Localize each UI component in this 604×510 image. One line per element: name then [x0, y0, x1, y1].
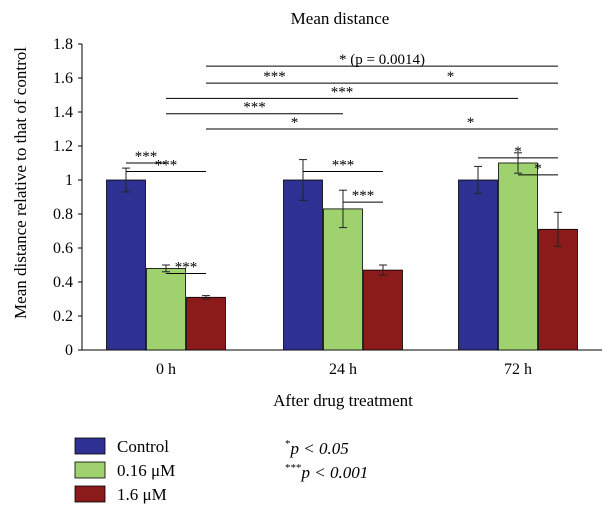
significance-threshold: p < 0.001: [301, 463, 369, 482]
y-tick-label: 0.6: [53, 240, 73, 257]
bar: [323, 208, 363, 351]
bar: [283, 179, 323, 351]
bar: [458, 179, 498, 351]
legend-label: 0.16 μM: [117, 461, 175, 480]
significance-label: *: [534, 161, 542, 177]
y-axis-label: Mean distance relative to that of contro…: [11, 47, 30, 319]
significance-label: ***: [243, 100, 266, 116]
bar: [106, 179, 146, 351]
y-tick-label: 1.2: [53, 138, 73, 155]
significance-label: *: [514, 144, 522, 160]
bar: [498, 162, 538, 351]
significance-threshold: p < 0.05: [290, 439, 349, 458]
significance-symbol: *: [285, 438, 291, 450]
significance-label: ***: [332, 158, 355, 174]
bar: [186, 296, 226, 351]
error-bars: [122, 152, 562, 300]
significance-label: ***: [352, 188, 375, 204]
significance-legend: *p < 0.05 ***p < 0.001: [285, 438, 368, 482]
y-tick-label: 0.2: [53, 308, 73, 325]
y-tick-label: 0.8: [53, 206, 73, 223]
bar: [146, 267, 186, 351]
legend-swatch: [74, 461, 106, 479]
y-tick-label: 0.4: [53, 274, 73, 291]
x-axis-label: After drug treatment: [273, 391, 413, 410]
legend-swatch: [74, 437, 106, 455]
bar: [363, 269, 403, 351]
y-tick-label: 1.4: [53, 104, 73, 121]
y-tick-label: 1: [65, 172, 73, 189]
significance-legend-item: *p < 0.05: [285, 438, 349, 458]
significance-label: *: [291, 115, 299, 131]
legend: Control 0.16 μM 1.6 μM: [74, 437, 175, 504]
x-tick-label: 72 h: [504, 361, 532, 378]
significance-label: ***: [135, 149, 158, 165]
significance-label: ***: [155, 158, 178, 174]
x-tick-label: 24 h: [329, 361, 357, 378]
significance-label: ***: [331, 84, 354, 100]
chart-title: Mean distance: [291, 9, 390, 28]
axes: 0 0.2 0.4 0.6 0.8 1 1.2 1.4 1.6 1.8 0 h 24 h 72 h: [53, 36, 602, 378]
legend-label: 1.6 μM: [117, 485, 167, 504]
bars: [106, 162, 578, 351]
significance-label: *: [447, 69, 455, 85]
y-tick-label: 1.8: [53, 36, 73, 53]
y-tick-label: 1.6: [53, 70, 73, 87]
significance-legend-item: ***p < 0.001: [285, 462, 368, 482]
x-tick-label: 0 h: [156, 361, 176, 378]
significance-label: * (p = 0.0014): [339, 52, 425, 68]
significance-brackets: ****************** ********** ** (p = 0.00…: [126, 52, 558, 276]
significance-label: ***: [175, 260, 198, 276]
significance-label: *: [467, 115, 475, 131]
significance-symbol: ***: [285, 462, 302, 474]
y-tick-label: 0: [65, 342, 73, 359]
legend-label: Control: [117, 437, 169, 456]
bar: [538, 228, 578, 351]
significance-label: ***: [263, 69, 286, 85]
legend-swatch: [74, 485, 106, 503]
